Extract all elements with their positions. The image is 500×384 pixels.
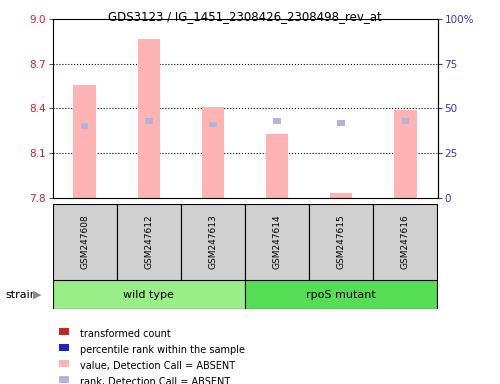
Bar <box>59 376 69 383</box>
Bar <box>245 204 309 280</box>
Bar <box>116 204 181 280</box>
Text: GSM247613: GSM247613 <box>208 215 218 269</box>
Bar <box>52 280 245 309</box>
Text: ▶: ▶ <box>33 290 42 300</box>
Text: GSM247612: GSM247612 <box>144 215 153 269</box>
Text: percentile rank within the sample: percentile rank within the sample <box>80 345 245 355</box>
Bar <box>181 204 245 280</box>
Text: rank, Detection Call = ABSENT: rank, Detection Call = ABSENT <box>80 377 230 384</box>
Bar <box>374 204 438 280</box>
Text: GSM247616: GSM247616 <box>401 215 410 269</box>
Bar <box>145 118 152 124</box>
Bar <box>402 118 409 124</box>
Text: GSM247608: GSM247608 <box>80 215 89 269</box>
Text: GSM247614: GSM247614 <box>272 215 281 269</box>
Bar <box>394 110 416 198</box>
Bar <box>59 328 69 335</box>
Text: value, Detection Call = ABSENT: value, Detection Call = ABSENT <box>80 361 235 371</box>
Bar <box>59 344 69 351</box>
Bar <box>330 193 352 198</box>
Bar <box>202 107 224 198</box>
Bar <box>52 204 116 280</box>
Bar <box>338 120 345 126</box>
Text: strain: strain <box>5 290 37 300</box>
Bar <box>245 280 438 309</box>
Bar <box>209 122 217 127</box>
Bar <box>80 123 88 129</box>
Text: GSM247615: GSM247615 <box>336 215 345 269</box>
Bar <box>266 134 288 198</box>
Bar <box>309 204 374 280</box>
Bar <box>74 84 96 198</box>
Text: transformed count: transformed count <box>80 329 171 339</box>
Text: GDS3123 / IG_1451_2308426_2308498_rev_at: GDS3123 / IG_1451_2308426_2308498_rev_at <box>108 10 382 23</box>
Bar <box>59 360 69 367</box>
Text: rpoS mutant: rpoS mutant <box>306 290 376 300</box>
Text: wild type: wild type <box>124 290 174 300</box>
Bar <box>138 38 160 198</box>
Bar <box>273 118 281 124</box>
